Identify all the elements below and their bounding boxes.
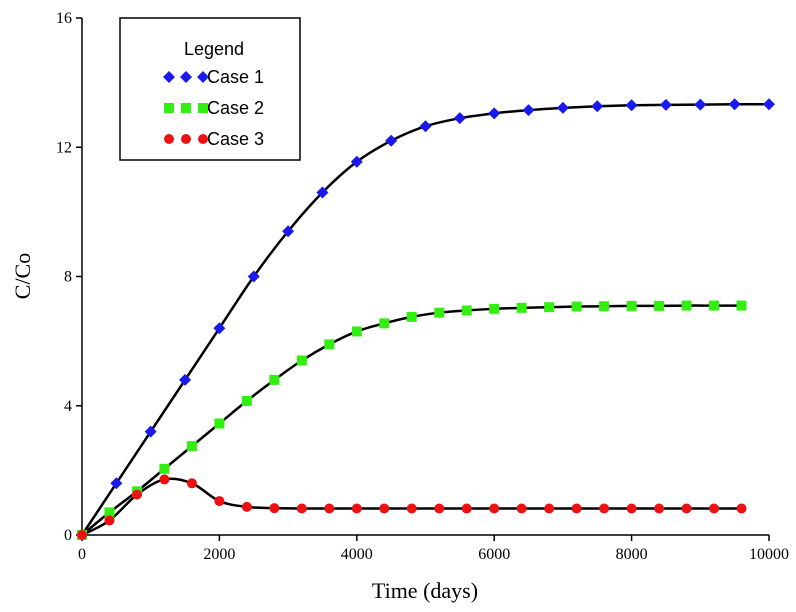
data-point [77,530,87,540]
y-tick-label: 0 [64,527,72,544]
data-point [350,155,363,168]
data-point [214,418,225,429]
data-point [351,503,362,514]
data-point [453,112,466,125]
data-point [296,503,307,514]
data-point [599,503,610,514]
data-point [709,503,720,514]
data-point [681,300,692,311]
data-point [186,441,197,452]
data-point [282,225,295,238]
data-point [324,503,335,514]
data-point [179,373,192,386]
data-point [516,302,527,313]
data-point [110,477,123,490]
data-point [659,98,672,111]
data-point [406,503,417,514]
x-tick-label: 10000 [749,546,789,563]
x-tick-label: 6000 [478,546,510,563]
data-point [241,501,252,512]
data-point [159,463,170,474]
legend-title: Legend [184,39,244,59]
data-point [159,474,170,485]
data-point [736,300,747,311]
legend-marker [163,71,175,83]
legend-marker [164,134,174,144]
data-point [694,98,707,111]
legend-label: Case 1 [207,67,264,87]
data-point [144,425,157,438]
x-axis-title: Time (days) [372,578,478,603]
data-point [379,318,390,329]
data-point [131,489,142,500]
data-point [434,503,445,514]
legend-marker [180,71,192,83]
data-point [385,134,398,147]
data-point [489,503,500,514]
legend-marker [197,71,209,83]
data-point [522,104,535,117]
data-point [654,503,665,514]
legend-marker [198,134,208,144]
data-point [214,496,225,507]
data-point [351,326,362,337]
data-point [516,503,527,514]
data-point [434,307,445,318]
y-tick-label: 8 [64,269,72,286]
legend-box [119,17,301,161]
data-point [104,515,115,526]
data-point [681,503,692,514]
data-point [571,503,582,514]
data-point [571,301,582,312]
data-point [736,503,747,514]
data-point [488,107,501,120]
data-point [544,302,555,313]
y-tick-label: 12 [56,139,72,156]
data-point [763,98,775,111]
x-tick-label: 8000 [616,546,648,563]
data-point [556,101,569,114]
data-point [406,311,417,322]
data-point [213,322,226,335]
data-point [296,355,307,366]
data-point [654,300,665,311]
legend-label: Case 2 [207,98,264,118]
data-point [544,503,555,514]
data-point [599,301,610,312]
data-point [461,305,472,316]
series-line [81,304,742,536]
data-point [591,100,604,113]
data-point [626,503,637,514]
x-tick-label: 4000 [341,546,373,563]
data-point [419,120,432,133]
data-point [709,300,720,311]
data-point [728,98,741,111]
y-tick-label: 16 [56,10,72,27]
data-point [269,503,280,514]
data-point [625,99,638,112]
data-point [461,503,472,514]
data-point [104,507,115,518]
data-point [247,270,260,283]
data-point [324,339,335,350]
data-point [241,395,252,406]
data-point [379,503,390,514]
data-point [316,186,329,199]
y-tick-label: 4 [64,398,72,415]
data-point [269,374,280,385]
data-point [489,303,500,314]
legend-marker [198,103,208,113]
legend-marker [164,103,174,113]
y-axis-title: C/Co [10,253,35,299]
series-line [80,103,770,536]
x-tick-label: 2000 [203,546,235,563]
x-tick-label: 0 [78,546,86,563]
legend-marker [181,103,191,113]
legend-label: Case 3 [207,129,264,149]
data-point [626,300,637,311]
data-point [186,478,197,489]
legend-marker [181,134,191,144]
